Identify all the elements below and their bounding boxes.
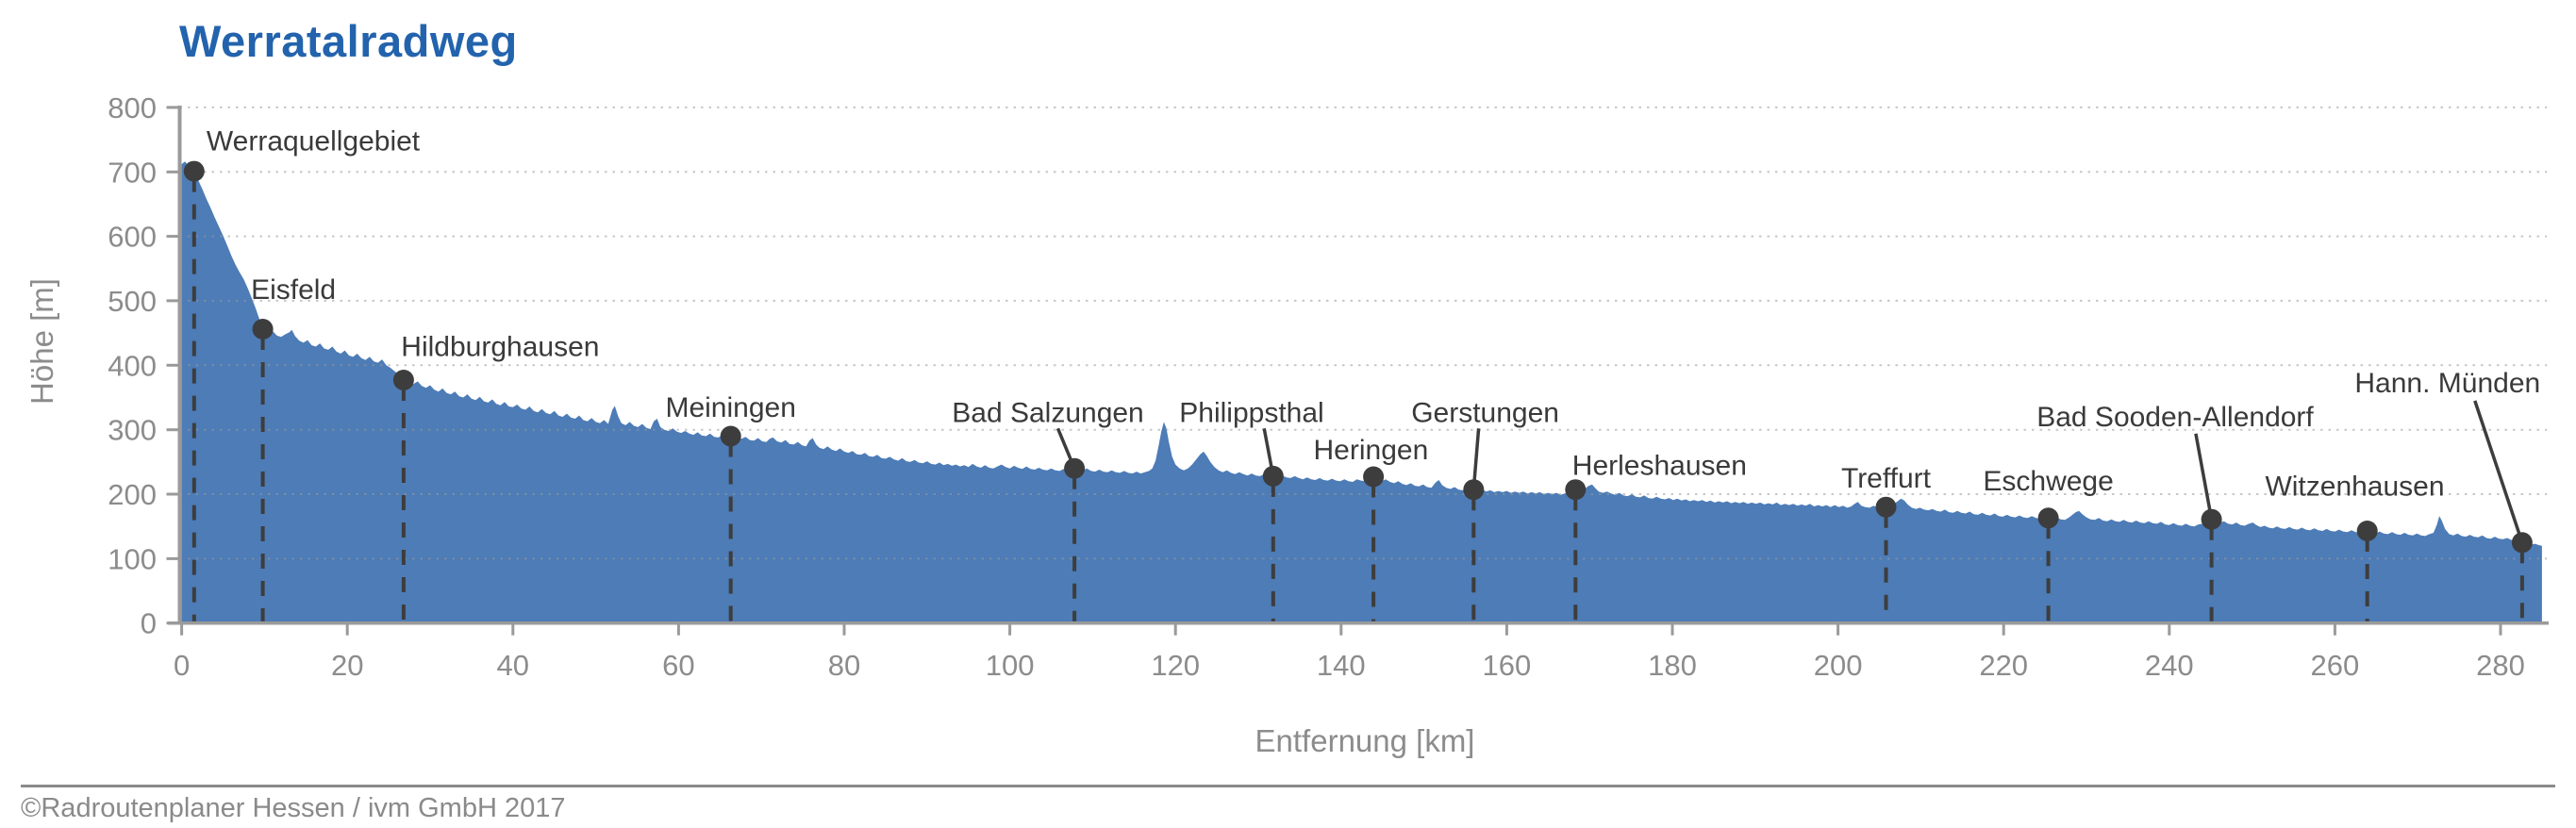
- x-axis-title: Entfernung [km]: [1255, 723, 1475, 758]
- marker-label: Philippsthal: [1179, 397, 1323, 428]
- x-tick-label: 220: [1979, 649, 2028, 682]
- y-tick-label: 700: [108, 156, 157, 189]
- marker-label: Eschwege: [1983, 466, 2113, 497]
- x-tick-label: 100: [986, 649, 1035, 682]
- marker-dot: [392, 370, 414, 390]
- x-tick-label: 240: [2145, 649, 2194, 682]
- x-tick-label: 60: [662, 649, 694, 682]
- x-tick-label: 160: [1483, 649, 1532, 682]
- marker-label: Gerstungen: [1411, 397, 1559, 428]
- x-tick-label: 40: [497, 649, 529, 682]
- marker-label: Witzenhausen: [2265, 471, 2444, 502]
- marker-dot: [1262, 465, 1284, 487]
- x-tick-label: 120: [1151, 649, 1200, 682]
- marker-dot: [1875, 496, 1897, 518]
- x-tick-label: 280: [2476, 649, 2525, 682]
- x-tick-label: 180: [1648, 649, 1697, 682]
- marker-dot: [1463, 479, 1485, 501]
- y-tick-label: 300: [108, 414, 157, 447]
- y-tick-label: 0: [141, 607, 157, 640]
- x-tick-label: 80: [828, 649, 860, 682]
- marker-label: Hann. Münden: [2354, 368, 2540, 399]
- copyright-text: ©Radroutenplaner Hessen / ivm GmbH 2017: [21, 793, 566, 823]
- page-title: Werratalradweg: [179, 16, 518, 66]
- marker-leader-line: [2473, 400, 2524, 543]
- marker-label: Treffurt: [1841, 463, 1932, 494]
- marker-dot: [2201, 508, 2222, 530]
- x-tick-label: 20: [331, 649, 363, 682]
- marker-dot: [2037, 507, 2059, 529]
- y-axis-title: Höhe [m]: [25, 278, 59, 405]
- x-tick-label: 260: [2311, 649, 2360, 682]
- y-tick-label: 800: [108, 91, 157, 124]
- marker-dot: [1064, 457, 1086, 479]
- elevation-area: [181, 161, 2542, 623]
- marker-label: Heringen: [1314, 435, 1429, 466]
- marker-dot: [1565, 479, 1587, 501]
- marker-label: Bad Salzungen: [952, 397, 1144, 428]
- marker-dot: [720, 425, 741, 447]
- marker-label: Hildburghausen: [401, 332, 599, 363]
- y-tick-label: 200: [108, 478, 157, 511]
- y-tick-label: 600: [108, 221, 157, 254]
- marker-label: Herleshausen: [1572, 451, 1747, 482]
- footer-divider: [21, 785, 2555, 787]
- marker-label: Meiningen: [665, 392, 795, 423]
- marker-leader-line: [2194, 433, 2214, 521]
- marker-dot: [2356, 521, 2378, 541]
- x-tick-label: 200: [1814, 649, 1863, 682]
- marker-dot: [183, 160, 205, 182]
- y-tick-label: 100: [108, 542, 157, 575]
- y-tick-label: 400: [108, 349, 157, 382]
- x-tick-label: 0: [174, 649, 190, 682]
- marker-dot: [252, 319, 274, 339]
- marker-dot: [2511, 532, 2533, 554]
- marker-label: Eisfeld: [251, 274, 336, 306]
- marker-dot: [1363, 466, 1385, 488]
- marker-label: Werraquellgebiet: [207, 126, 421, 157]
- marker-label: Bad Sooden-Allendorf: [2036, 402, 2314, 433]
- x-tick-label: 140: [1317, 649, 1366, 682]
- y-tick-label: 500: [108, 285, 157, 318]
